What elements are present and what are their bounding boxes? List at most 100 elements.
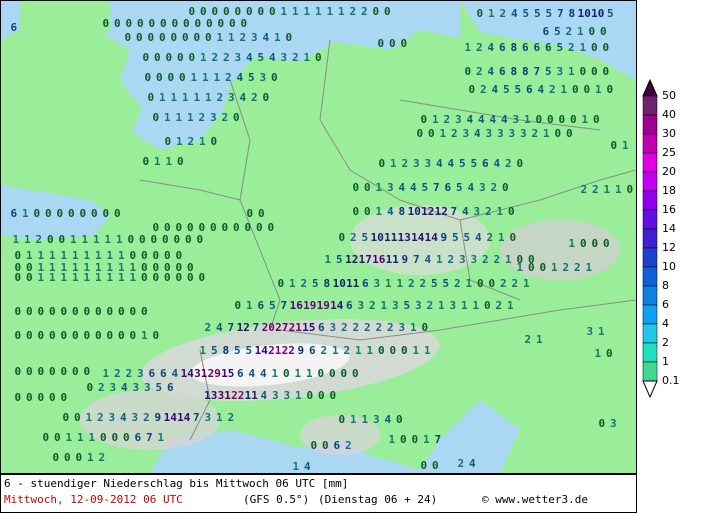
- precip-value: 2: [451, 127, 458, 140]
- precip-value: 0: [114, 17, 121, 30]
- precip-value: 2: [505, 157, 512, 170]
- precip-value: 4: [410, 181, 417, 194]
- precip-value: 0: [488, 277, 495, 290]
- precip-value: 6: [533, 41, 540, 54]
- precip-value: 1: [106, 261, 113, 274]
- precip-value: 1: [361, 413, 368, 426]
- precip-value: 0: [102, 17, 109, 30]
- precip-value: 3: [210, 111, 217, 124]
- precip-value: 0: [124, 31, 131, 44]
- precip-value: 0: [258, 207, 265, 220]
- precip-value: 0: [223, 5, 230, 18]
- precip-value: 4: [384, 413, 391, 426]
- legend-swatch: [642, 285, 658, 306]
- precip-value: 1: [65, 431, 72, 444]
- precip-value: 3: [132, 381, 139, 394]
- precip-value: 3: [556, 65, 563, 78]
- precip-value: 5: [452, 231, 459, 244]
- precip-value: 10: [408, 205, 421, 218]
- precip-value: 1: [157, 431, 164, 444]
- precip-value: 2: [499, 7, 506, 20]
- precip-value: 4: [491, 83, 498, 96]
- precip-value: 4: [489, 113, 496, 126]
- precip-value: 4: [121, 381, 128, 394]
- precip-value: 1: [551, 261, 558, 274]
- precip-value: 0: [484, 299, 491, 312]
- precip-value: 3: [137, 367, 144, 380]
- precip-value: 0: [188, 51, 195, 64]
- precip-value: 0: [165, 51, 172, 64]
- legend-label: 40: [662, 108, 676, 121]
- precip-value: 6: [237, 367, 244, 380]
- precip-value: 5: [234, 344, 241, 357]
- legend-label: 14: [662, 222, 676, 235]
- precip-value: 0: [106, 329, 113, 342]
- precip-value: 5: [607, 7, 614, 20]
- precip-value: 2: [568, 41, 575, 54]
- precip-value: 4: [236, 71, 243, 84]
- precip-value: 2: [447, 253, 454, 266]
- precip-value: 1: [37, 261, 44, 274]
- precip-value: 4: [487, 41, 494, 54]
- precip-value: 0: [205, 31, 212, 44]
- precip-value: 0: [588, 25, 595, 38]
- precip-value: 0: [558, 113, 565, 126]
- precip-value: 0: [277, 277, 284, 290]
- precip-value: 3: [470, 253, 477, 266]
- precip-value: 1: [598, 325, 605, 338]
- precip-value: 0: [246, 5, 253, 18]
- precip-value: 0: [106, 305, 113, 318]
- precip-value: 0: [420, 113, 427, 126]
- precip-value: 0: [127, 233, 134, 246]
- precip-value: 5: [545, 7, 552, 20]
- precip-value: 21: [268, 344, 282, 357]
- precip-value: 0: [72, 305, 79, 318]
- precip-value: 2: [225, 71, 232, 84]
- precip-value: 2: [387, 321, 394, 334]
- legend-swatch: [642, 209, 658, 230]
- precip-value: 1: [432, 113, 439, 126]
- precip-value: 1: [93, 233, 100, 246]
- precip-value: 0: [152, 249, 159, 262]
- precip-value: 1: [410, 321, 417, 334]
- precip-value: 0: [352, 205, 359, 218]
- precip-value: 0: [111, 431, 118, 444]
- precip-value: 2: [401, 157, 408, 170]
- precip-value: 1: [199, 135, 206, 148]
- precip-value: 6: [444, 181, 451, 194]
- precip-value: 3: [329, 321, 336, 334]
- precip-value: 1: [205, 91, 212, 104]
- precip-value: 0: [317, 367, 324, 380]
- precip-value: 13: [398, 231, 411, 244]
- precip-value: 0: [421, 321, 428, 334]
- border: [279, 299, 636, 341]
- precip-value: 2: [349, 5, 356, 18]
- precip-value: 3: [131, 411, 138, 424]
- legend-label: 20: [662, 165, 676, 178]
- legend: 50 40 30 25 20 18 16 14 12 10 8 6 4 2 1 0.1: [642, 78, 680, 399]
- precip-value: 2: [369, 299, 376, 312]
- precip-value: 1: [49, 271, 56, 284]
- precip-value: 2: [480, 83, 487, 96]
- precip-value: 1: [216, 411, 223, 424]
- precip-value: 3: [415, 299, 422, 312]
- bohemia: [350, 205, 490, 275]
- precip-value: 0: [600, 25, 607, 38]
- precip-value: 0: [49, 329, 56, 342]
- precip-value: 1: [461, 299, 468, 312]
- precip-value: 0: [26, 329, 33, 342]
- precip-value: 1: [560, 83, 567, 96]
- precip-value: 1: [102, 367, 109, 380]
- precip-value: 2: [341, 321, 348, 334]
- precip-value: 4: [487, 65, 494, 78]
- precip-value: 1: [24, 233, 31, 246]
- precip-value: 1: [603, 183, 610, 196]
- precip-value: 2: [549, 83, 556, 96]
- precip-value: 3: [508, 127, 515, 140]
- precip-value: 6: [309, 344, 316, 357]
- precip-value: 8: [510, 65, 517, 78]
- precip-value: 3: [455, 113, 462, 126]
- precip-value: 4: [260, 367, 267, 380]
- precip-value: 0: [141, 305, 148, 318]
- precip-value: 3: [272, 389, 279, 402]
